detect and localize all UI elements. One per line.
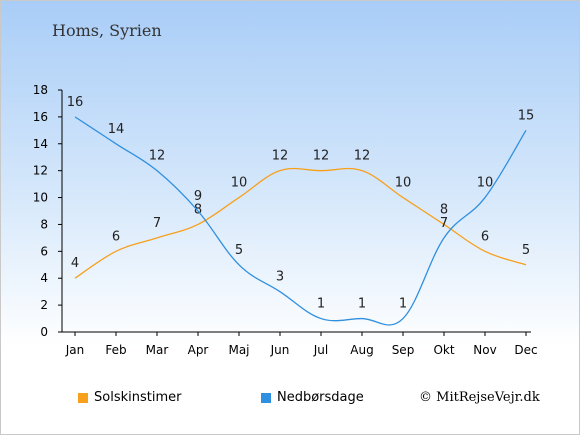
y-tick-label: 16 bbox=[33, 110, 48, 124]
y-tick-label: 2 bbox=[40, 298, 48, 312]
y-tick-label: 10 bbox=[33, 191, 48, 205]
data-label-sun: 8 bbox=[440, 202, 448, 217]
x-tick-label: Aug bbox=[350, 343, 373, 357]
legend-item-rain: Nedbørsdage bbox=[261, 390, 364, 405]
data-label-rain: 5 bbox=[235, 243, 243, 258]
data-label-rain: 15 bbox=[518, 108, 535, 123]
y-tick-label: 12 bbox=[33, 164, 48, 178]
y-tick-label: 14 bbox=[33, 137, 48, 151]
data-label-rain: 14 bbox=[108, 122, 125, 137]
legend-label-rain: Nedbørsdage bbox=[277, 390, 364, 405]
data-label-sun: 6 bbox=[481, 229, 489, 244]
x-tick-label: Dec bbox=[514, 343, 537, 357]
x-tick-label: Feb bbox=[105, 343, 126, 357]
x-tick-label: Nov bbox=[473, 343, 496, 357]
x-tick-label: Jun bbox=[270, 343, 290, 357]
y-tick-label: 4 bbox=[40, 271, 48, 285]
data-label-sun: 12 bbox=[313, 149, 330, 164]
data-label-sun: 10 bbox=[395, 176, 412, 191]
credit-text: © MitRejseVejr.dk bbox=[419, 390, 540, 405]
legend-swatch-sun bbox=[78, 392, 88, 403]
data-label-sun: 5 bbox=[522, 243, 530, 258]
y-tick-label: 8 bbox=[40, 217, 48, 231]
data-label-sun: 10 bbox=[231, 176, 248, 191]
legend-swatch-rain bbox=[261, 392, 271, 403]
data-label-rain: 1 bbox=[399, 297, 407, 312]
series-line-sun bbox=[74, 167, 527, 279]
data-label-sun: 6 bbox=[112, 229, 120, 244]
y-tick-label: 18 bbox=[33, 83, 48, 97]
legend-item-sun: Solskinstimer bbox=[78, 390, 181, 405]
x-tick-label: Okt bbox=[433, 343, 454, 357]
data-label-rain: 16 bbox=[67, 95, 84, 110]
data-label-rain: 9 bbox=[194, 189, 202, 204]
data-label-rain: 1 bbox=[317, 297, 325, 312]
x-tick-label: Apr bbox=[188, 343, 209, 357]
x-tick-label: Jan bbox=[65, 343, 85, 357]
x-tick-label: Sep bbox=[392, 343, 415, 357]
y-tick-label: 6 bbox=[40, 244, 48, 258]
data-label-rain: 1 bbox=[358, 297, 366, 312]
data-label-sun: 7 bbox=[153, 216, 161, 231]
data-label-sun: 12 bbox=[272, 149, 289, 164]
legend-label-sun: Solskinstimer bbox=[94, 390, 182, 405]
data-label-sun: 4 bbox=[71, 256, 79, 271]
data-label-rain: 12 bbox=[149, 149, 166, 164]
data-label-rain: 10 bbox=[477, 176, 494, 191]
x-tick-label: Jul bbox=[313, 343, 328, 357]
chart-title: Homs, Syrien bbox=[52, 21, 162, 40]
series-line-rain bbox=[74, 116, 527, 326]
y-tick-label: 0 bbox=[40, 325, 48, 339]
data-label-sun: 8 bbox=[194, 202, 202, 217]
data-label-rain: 7 bbox=[440, 216, 448, 231]
data-label-sun: 12 bbox=[354, 149, 371, 164]
data-label-rain: 3 bbox=[276, 270, 284, 285]
x-tick-label: Mar bbox=[146, 343, 169, 357]
x-tick-label: Maj bbox=[228, 343, 249, 357]
